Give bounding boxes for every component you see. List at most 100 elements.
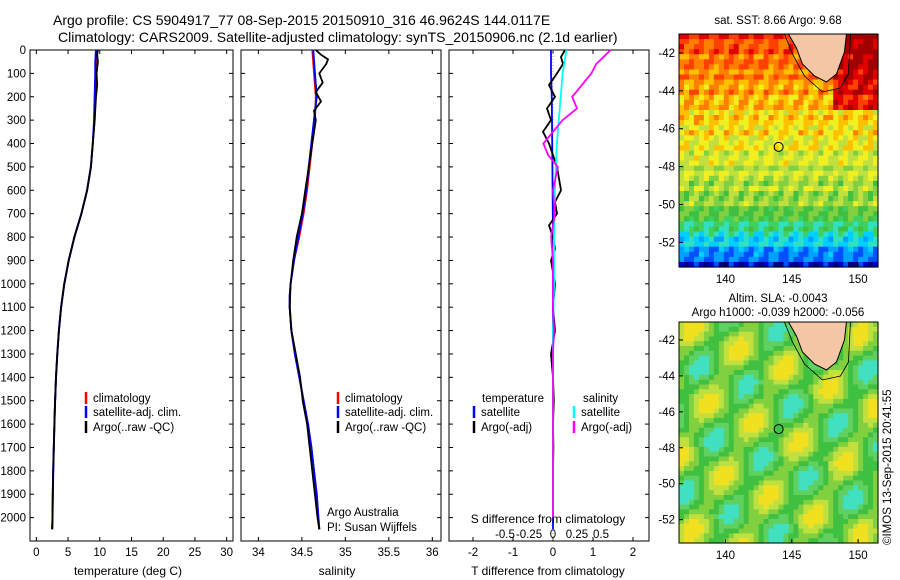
- map-cell: [793, 499, 799, 506]
- map-cell: [728, 451, 735, 458]
- map-cell: [873, 331, 879, 337]
- map-cell: [679, 110, 685, 116]
- map-cell: [753, 256, 760, 263]
- map-cell: [718, 34, 725, 40]
- map-cell: [703, 398, 710, 405]
- map-cell: [708, 180, 715, 187]
- map-cell: [858, 370, 864, 376]
- map-cell: [748, 221, 755, 228]
- map-cell: [679, 341, 685, 347]
- map-cell: [689, 241, 695, 248]
- map-cell: [858, 355, 864, 361]
- map-cell: [728, 461, 735, 467]
- map-cell: [698, 514, 705, 520]
- map-cell: [793, 379, 799, 386]
- map-cell: [684, 374, 690, 381]
- map-cell: [698, 79, 705, 86]
- map-cell: [713, 446, 720, 453]
- map-cell: [689, 499, 695, 506]
- map-cell: [783, 331, 790, 337]
- map-cell: [748, 201, 755, 207]
- map-cell: [708, 256, 715, 263]
- map-cell: [698, 470, 705, 477]
- map-cell: [728, 59, 735, 65]
- map-cell: [753, 341, 760, 347]
- map-cell: [828, 140, 834, 147]
- map-cell: [723, 336, 730, 342]
- map-cell: [843, 165, 849, 172]
- map-cell: [853, 110, 859, 116]
- map-cell: [833, 519, 839, 525]
- map-cell: [838, 355, 844, 361]
- map-cell: [698, 251, 705, 258]
- map-cell: [813, 418, 819, 424]
- map-cell: [858, 451, 864, 458]
- map-cell: [853, 446, 859, 453]
- map-cell: [728, 394, 735, 400]
- map-cell: [813, 374, 819, 381]
- map-cell: [748, 475, 755, 482]
- map-cell: [733, 427, 740, 434]
- map-cell: [808, 523, 814, 530]
- map-cell: [793, 251, 799, 258]
- map-cell: [738, 186, 745, 192]
- map-cell: [698, 341, 705, 347]
- map-cell: [689, 427, 695, 434]
- map-cell: [689, 485, 695, 491]
- map-lat-tick-label: -46: [658, 407, 675, 419]
- map-cell: [773, 346, 780, 352]
- map-cell: [748, 241, 755, 248]
- map-cell: [703, 175, 710, 182]
- map-cell: [743, 533, 750, 539]
- map-cell: [743, 256, 750, 263]
- map-cell: [818, 523, 824, 530]
- map-cell: [718, 326, 725, 333]
- map-cell: [748, 495, 755, 501]
- x-tick-label: 30: [220, 547, 233, 559]
- map-cell: [798, 216, 804, 222]
- map-cell: [778, 135, 785, 141]
- map-cell: [693, 475, 700, 482]
- map-cell: [718, 110, 725, 116]
- map-cell: [863, 514, 869, 520]
- map-cell: [689, 470, 695, 477]
- map-cell: [768, 336, 775, 342]
- map-cell: [803, 216, 809, 222]
- map-cell: [818, 231, 824, 238]
- map-cell: [748, 418, 755, 424]
- map-cell: [793, 504, 799, 510]
- map-cell: [738, 422, 745, 429]
- map-cell: [838, 145, 844, 152]
- map-cell: [853, 74, 859, 81]
- map-cell: [803, 422, 809, 429]
- map-cell: [788, 451, 795, 458]
- map-cell: [808, 519, 814, 525]
- map-cell: [708, 221, 715, 228]
- map-cell: [738, 427, 745, 434]
- map-cell: [763, 165, 770, 172]
- map-cell: [679, 241, 685, 248]
- map-cell: [773, 145, 780, 152]
- map-cell: [778, 115, 785, 121]
- map-cell: [679, 432, 685, 438]
- map-cell: [679, 374, 685, 381]
- map-cell: [868, 155, 874, 162]
- map-cell: [738, 490, 745, 496]
- map-cell: [738, 499, 745, 506]
- map-cell: [868, 432, 874, 438]
- map-cell: [743, 509, 750, 515]
- map-cell: [708, 341, 715, 347]
- map-cell: [708, 115, 715, 121]
- map-cell: [738, 79, 745, 86]
- map-cell: [838, 379, 844, 386]
- map-cell: [783, 413, 790, 419]
- map-cell: [723, 39, 730, 45]
- map-cell: [843, 175, 849, 182]
- map-cell: [763, 140, 770, 147]
- map-cell: [768, 384, 775, 390]
- x-tick-label: 1: [590, 547, 596, 559]
- map-cell: [773, 79, 780, 86]
- map-cell: [698, 418, 705, 424]
- map-cell: [818, 160, 824, 167]
- map-cell: [718, 211, 725, 217]
